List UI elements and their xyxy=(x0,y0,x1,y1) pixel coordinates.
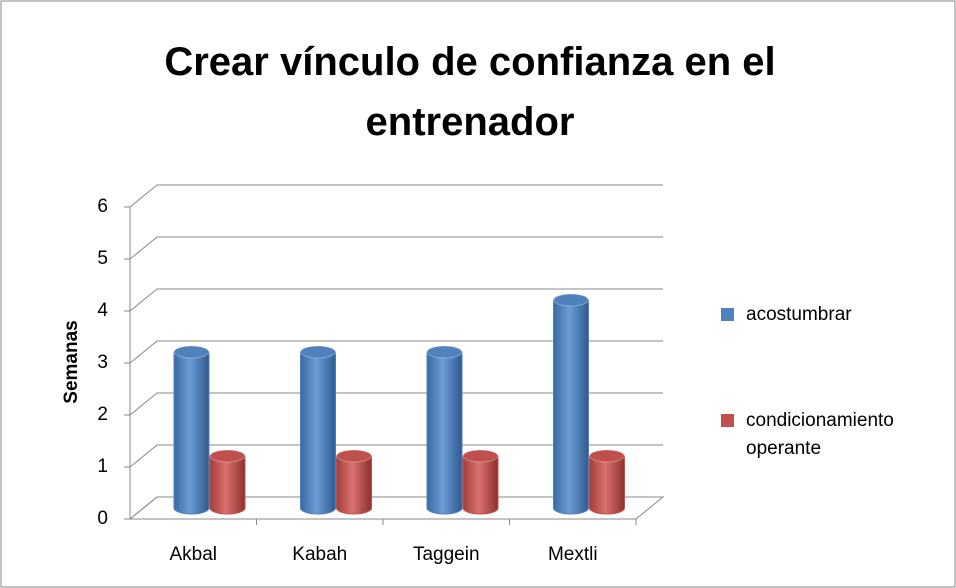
x-tick-label: Taggein xyxy=(413,544,480,565)
bar-top xyxy=(553,293,589,307)
bar xyxy=(553,293,589,515)
bar-top xyxy=(336,449,372,463)
bar xyxy=(300,345,336,515)
bar xyxy=(336,449,372,515)
y-tick-label: 5 xyxy=(97,248,108,269)
bar-body xyxy=(462,455,499,515)
grid-line xyxy=(129,392,663,416)
grid-line xyxy=(129,236,663,260)
y-tick-label: 0 xyxy=(97,508,108,529)
bar-top xyxy=(209,449,246,463)
bar-body xyxy=(173,351,210,515)
chart-title: Crear vínculo de confianza en el entrena… xyxy=(164,40,776,144)
bar-top xyxy=(589,449,625,463)
y-tick-label: 4 xyxy=(97,300,108,321)
grid-line xyxy=(129,184,663,208)
bar-body xyxy=(336,455,372,515)
legend-label: condicionamiento operante xyxy=(746,410,894,459)
legend-label: acostumbrar xyxy=(746,304,852,325)
y-tick-label: 3 xyxy=(97,352,108,373)
legend-swatch xyxy=(721,414,734,427)
bar-body xyxy=(300,351,336,515)
bar-body xyxy=(426,351,463,515)
x-tick-label: Mextli xyxy=(548,544,598,565)
bar-top xyxy=(462,449,499,463)
bar-body xyxy=(209,455,246,515)
bar xyxy=(462,449,499,515)
bar-top xyxy=(300,345,336,359)
bar xyxy=(173,345,210,515)
y-tick-label: 1 xyxy=(97,456,108,477)
grid-line xyxy=(129,288,663,312)
grid-line xyxy=(129,340,663,364)
bar xyxy=(426,345,463,515)
bar-top xyxy=(426,345,463,359)
bar-body xyxy=(553,299,589,515)
legend-swatch xyxy=(721,308,734,321)
y-tick-label: 2 xyxy=(97,404,108,425)
bar xyxy=(209,449,246,515)
grid-line xyxy=(129,444,663,468)
y-axis-label: Semanas xyxy=(61,320,82,403)
x-tick-label: Akbal xyxy=(169,544,217,565)
y-tick-label: 6 xyxy=(97,196,108,217)
bar-body xyxy=(589,455,625,515)
bar-top xyxy=(173,345,210,359)
x-tick-label: Kabah xyxy=(292,544,347,565)
bar xyxy=(589,449,625,515)
